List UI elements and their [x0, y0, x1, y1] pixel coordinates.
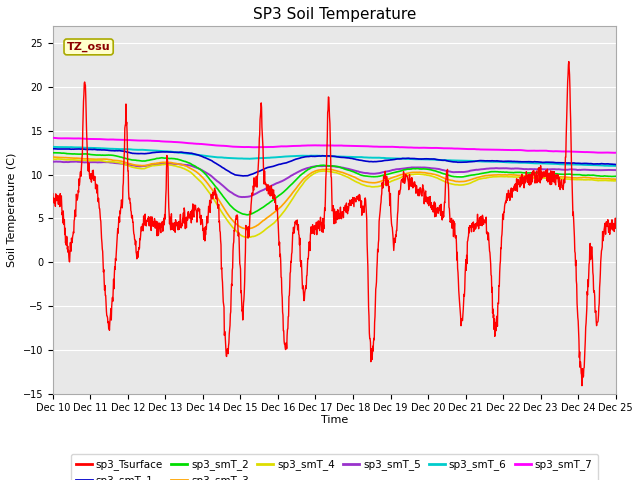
Title: SP3 Soil Temperature: SP3 Soil Temperature: [253, 7, 416, 22]
Y-axis label: Soil Temperature (C): Soil Temperature (C): [7, 153, 17, 267]
X-axis label: Time: Time: [321, 415, 348, 425]
Legend: sp3_Tsurface, sp3_smT_1, sp3_smT_2, sp3_smT_3, sp3_smT_4, sp3_smT_5, sp3_smT_6, : sp3_Tsurface, sp3_smT_1, sp3_smT_2, sp3_…: [71, 454, 598, 480]
Text: TZ_osu: TZ_osu: [67, 42, 111, 52]
